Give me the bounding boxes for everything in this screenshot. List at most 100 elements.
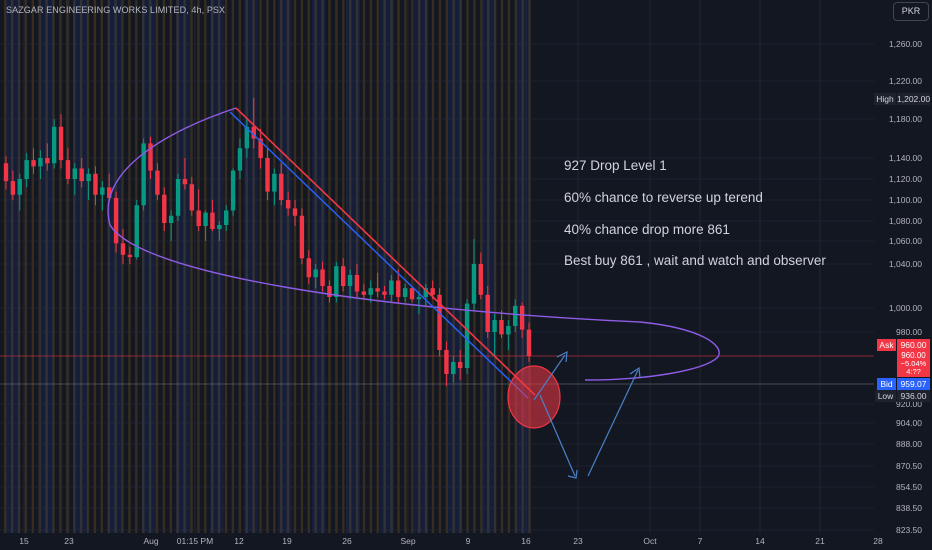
session-band: [66, 0, 69, 533]
session-band-blue: [516, 0, 530, 533]
session-band: [135, 0, 138, 533]
candle-body: [492, 320, 497, 332]
chart-title: SAZGAR ENGINEERING WORKS LIMITED, 4h, PS…: [6, 5, 226, 15]
session-band: [487, 0, 490, 533]
time-tick-label: 14: [755, 536, 765, 546]
session-band-blue: [414, 0, 428, 533]
candle-body: [31, 160, 36, 167]
low-label: Low: [875, 390, 896, 402]
candle-body: [506, 326, 511, 335]
session-band: [431, 0, 435, 533]
candle-body: [155, 170, 160, 195]
candle-body: [196, 210, 201, 226]
session-band: [162, 0, 166, 533]
blue-path-reverse-arrow-head: [629, 366, 641, 379]
candle-body: [416, 297, 422, 300]
blue-path-up-arrow-head: [556, 350, 568, 363]
session-band: [376, 0, 379, 533]
note-best-buy: Best buy 861 , wait and watch and observ…: [564, 253, 826, 268]
session-band: [328, 0, 331, 533]
session-band: [245, 0, 248, 533]
candle-body: [141, 143, 146, 206]
session-band: [507, 0, 511, 533]
price-tick-label: 1,100.00: [889, 195, 922, 205]
session-band: [79, 0, 83, 533]
bid-value: 959.07: [897, 378, 930, 390]
session-band: [4, 0, 7, 533]
session-band-blue: [278, 0, 292, 533]
session-band: [280, 0, 283, 533]
session-band: [73, 0, 76, 533]
candle-body: [471, 264, 477, 304]
note-drop-level: 927 Drop Level 1: [564, 158, 667, 173]
candle-body: [244, 126, 250, 149]
candle-body: [437, 294, 442, 350]
session-band: [349, 0, 352, 533]
session-band: [452, 0, 455, 533]
time-tick-label: Oct: [643, 536, 657, 546]
session-band: [273, 0, 276, 533]
candle-body: [148, 143, 153, 171]
candle-body: [389, 280, 394, 295]
session-band: [176, 0, 179, 533]
session-band: [466, 0, 469, 533]
price-tick-label: 904.00: [896, 418, 922, 428]
price-tick-label: 1,040.00: [889, 259, 922, 269]
time-tick-label: 16: [521, 536, 531, 546]
blue-path-down-arrow-head: [567, 469, 578, 479]
candle-body: [499, 320, 504, 335]
candle-body: [464, 303, 470, 368]
candle-body: [423, 288, 428, 297]
candle-body: [38, 158, 43, 167]
candle-body: [3, 163, 9, 182]
candle-body: [224, 210, 229, 225]
drawing-tools: [107, 107, 720, 479]
session-band: [24, 0, 28, 533]
session-band: [204, 0, 207, 533]
candle-body: [10, 181, 16, 195]
session-band: [128, 0, 131, 533]
ask-value: 960.00: [897, 339, 930, 351]
candle-body: [519, 305, 525, 330]
candle-body: [361, 291, 367, 295]
session-band-blue: [176, 0, 190, 533]
session-band: [148, 0, 152, 533]
currency-button[interactable]: PKR: [893, 2, 929, 21]
last-price-box: 960.00 −5.04% 4:??: [897, 351, 930, 377]
candle-body: [340, 266, 346, 286]
price-axis-background: [874, 0, 932, 550]
time-tick-label: 01:15 PM: [177, 536, 213, 546]
candle-body: [93, 173, 98, 195]
candle-body: [113, 197, 119, 244]
candle-body: [396, 280, 401, 297]
candle-body: [347, 275, 353, 286]
session-band: [17, 0, 21, 533]
candle-body: [45, 158, 50, 164]
session-band-blue: [6, 0, 20, 533]
candle-body: [265, 158, 270, 192]
candle-body: [17, 179, 22, 195]
session-band: [459, 0, 462, 533]
session-band-blue: [142, 0, 156, 533]
time-tick-label: 12: [234, 536, 244, 546]
candlestick-series: [3, 98, 532, 386]
session-band: [59, 0, 62, 533]
session-band: [293, 0, 297, 533]
candle-body: [513, 305, 518, 326]
blue-trend-line: [229, 111, 529, 399]
candle-body: [51, 126, 57, 164]
candle-body: [272, 173, 277, 192]
session-band: [100, 0, 103, 533]
session-band: [500, 0, 504, 533]
candle-body: [478, 264, 484, 295]
price-tick-label: 1,260.00: [889, 39, 922, 49]
session-band-blue: [312, 0, 326, 533]
session-band: [362, 0, 366, 533]
session-band: [224, 0, 228, 533]
candle-body: [285, 200, 291, 209]
note-reverse-chance: 60% chance to reverse up terend: [564, 190, 763, 205]
candle-body: [24, 160, 29, 179]
candle-body: [292, 208, 298, 216]
session-band: [183, 0, 186, 533]
